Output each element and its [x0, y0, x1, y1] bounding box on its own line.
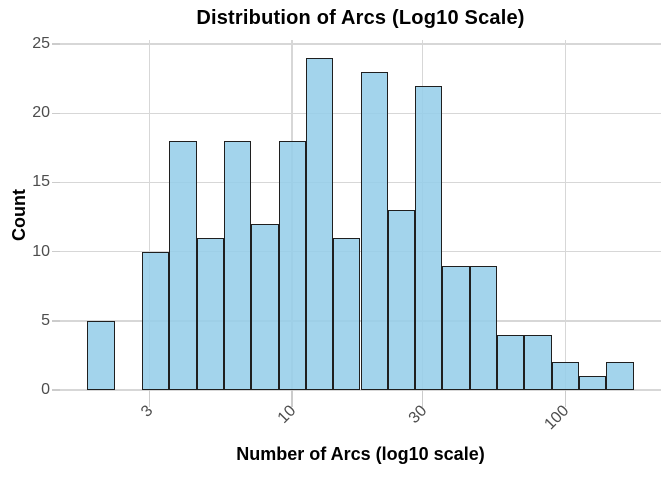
- y-axis-tick: [52, 250, 60, 253]
- y-axis-tick: [52, 320, 60, 322]
- x-tick-label: 100: [541, 402, 573, 434]
- chart-title: Distribution of Arcs (Log10 Scale): [196, 7, 525, 29]
- histogram-bar: [169, 141, 197, 390]
- y-gridline: [60, 43, 661, 45]
- x-gridline: [148, 40, 151, 390]
- y-axis-title: Count: [9, 189, 29, 241]
- y-tick-label: 25: [32, 35, 50, 53]
- histogram-bar: [305, 57, 334, 390]
- histogram-bar: [196, 237, 224, 390]
- histogram-bar: [360, 71, 388, 390]
- x-axis-tick: [564, 390, 567, 407]
- histogram-bar: [87, 320, 115, 390]
- y-tick-label: 15: [32, 173, 50, 191]
- histogram-bar: [223, 141, 252, 390]
- y-axis-tick: [52, 389, 60, 391]
- histogram-bar: [387, 210, 416, 390]
- histogram-bar: [606, 362, 634, 390]
- histogram-bar: [415, 85, 443, 390]
- x-tick-label: 3: [138, 402, 157, 421]
- x-axis-tick: [421, 390, 424, 407]
- x-axis-title: Number of Arcs (log10 scale): [236, 444, 485, 464]
- y-gridline: [60, 389, 661, 391]
- y-tick-label: 5: [41, 311, 50, 329]
- histogram-bar: [497, 334, 525, 390]
- histogram-bar: [524, 334, 552, 390]
- histogram-bar: [551, 362, 580, 390]
- histogram-bar: [442, 265, 470, 390]
- histogram-bar: [278, 141, 306, 390]
- y-tick-label: 10: [32, 242, 50, 260]
- x-tick-label: 30: [405, 402, 430, 427]
- y-tick-label: 20: [32, 104, 50, 122]
- histogram-bar: [579, 376, 607, 390]
- histogram-bar: [469, 265, 498, 390]
- x-gridline: [564, 40, 567, 390]
- y-axis-tick: [52, 43, 60, 45]
- y-tick-label: 0: [41, 381, 50, 398]
- y-axis-tick: [52, 112, 60, 115]
- plot-panel: [60, 40, 661, 391]
- x-tick-label: 10: [274, 402, 300, 427]
- x-axis-tick: [291, 390, 293, 407]
- histogram-bar: [141, 251, 170, 390]
- x-axis-tick: [148, 390, 151, 407]
- histogram-bar: [251, 224, 279, 390]
- histogram-bar: [333, 237, 361, 390]
- y-axis-tick: [52, 181, 60, 184]
